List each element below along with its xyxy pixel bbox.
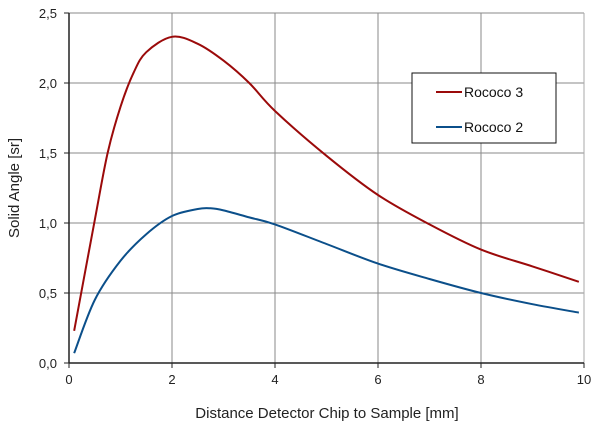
y-tick-label: 2,0 [39, 76, 57, 91]
legend-label-rococo-2: Rococo 2 [464, 119, 523, 135]
y-axis-title: Solid Angle [sr] [6, 138, 23, 238]
legend-label-rococo-3: Rococo 3 [464, 84, 523, 100]
y-tick-label: 1,5 [39, 146, 57, 161]
grid [69, 12, 585, 363]
x-tick-label: 8 [477, 372, 484, 387]
x-tick-label: 4 [271, 372, 278, 387]
series-line-rococo-3 [73, 35, 580, 331]
y-tick-label: 2,5 [39, 6, 57, 21]
x-tick-label: 2 [168, 372, 175, 387]
series-lines [73, 35, 580, 354]
y-tick-label: 0,5 [39, 286, 57, 301]
legend-box [411, 72, 557, 144]
y-tick-label: 0,0 [39, 356, 57, 371]
x-tick-label: 0 [65, 372, 72, 387]
axes [64, 12, 585, 368]
legend: Rococo 3 Rococo 2 [411, 72, 557, 144]
x-tick-label: 10 [577, 372, 591, 387]
series-line-rococo-2 [73, 207, 580, 354]
y-tick-label: 1,0 [39, 216, 57, 231]
tick-labels: 0 2 4 6 8 10 0,0 0,5 1,0 1,5 2,0 2,5 [39, 6, 591, 387]
x-axis-title: Distance Detector Chip to Sample [mm] [195, 405, 458, 422]
x-tick-label: 6 [374, 372, 381, 387]
